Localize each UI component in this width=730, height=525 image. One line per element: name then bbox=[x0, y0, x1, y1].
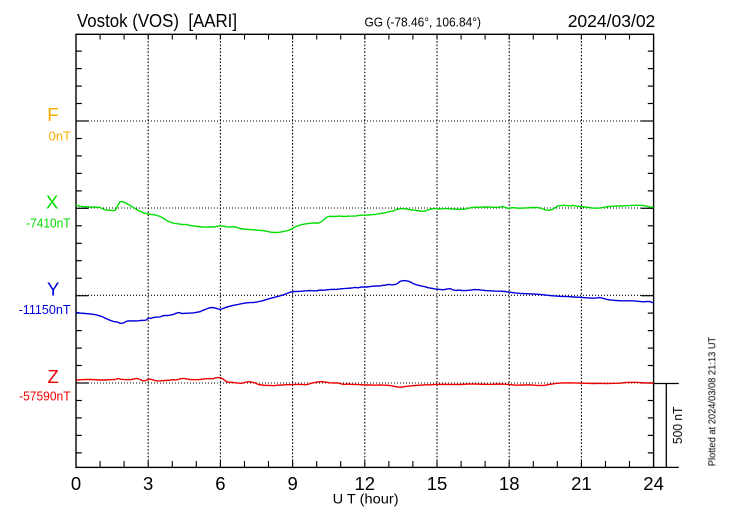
svg-text:-57590nT: -57590nT bbox=[19, 388, 71, 403]
svg-text:F: F bbox=[47, 104, 58, 125]
svg-text:24: 24 bbox=[643, 473, 664, 494]
svg-text:12: 12 bbox=[355, 473, 376, 494]
svg-text:Plotted at 2024/03/08 21:13 UT: Plotted at 2024/03/08 21:13 UT bbox=[707, 337, 718, 467]
svg-text:0nT: 0nT bbox=[49, 128, 71, 143]
svg-text:-11150nT: -11150nT bbox=[19, 302, 71, 317]
svg-text:2024/03/02: 2024/03/02 bbox=[568, 11, 656, 31]
svg-text:6: 6 bbox=[215, 473, 225, 494]
svg-text:Z: Z bbox=[47, 366, 58, 387]
svg-text:3: 3 bbox=[143, 473, 153, 494]
svg-text:X: X bbox=[46, 191, 58, 212]
svg-text:15: 15 bbox=[427, 473, 448, 494]
svg-text:Vostok (VOS) [AARI]: Vostok (VOS) [AARI] bbox=[77, 11, 237, 31]
svg-text:U T (hour): U T (hour) bbox=[333, 491, 399, 507]
svg-text:500 nT: 500 nT bbox=[670, 407, 685, 445]
svg-text:18: 18 bbox=[499, 473, 520, 494]
svg-text:0: 0 bbox=[71, 473, 81, 494]
svg-text:9: 9 bbox=[287, 473, 297, 494]
svg-text:21: 21 bbox=[571, 473, 592, 494]
svg-text:Y: Y bbox=[47, 278, 59, 299]
svg-text:GG (-78.46°, 106.84°): GG (-78.46°, 106.84°) bbox=[365, 15, 482, 30]
svg-text:-7410nT: -7410nT bbox=[26, 216, 71, 231]
